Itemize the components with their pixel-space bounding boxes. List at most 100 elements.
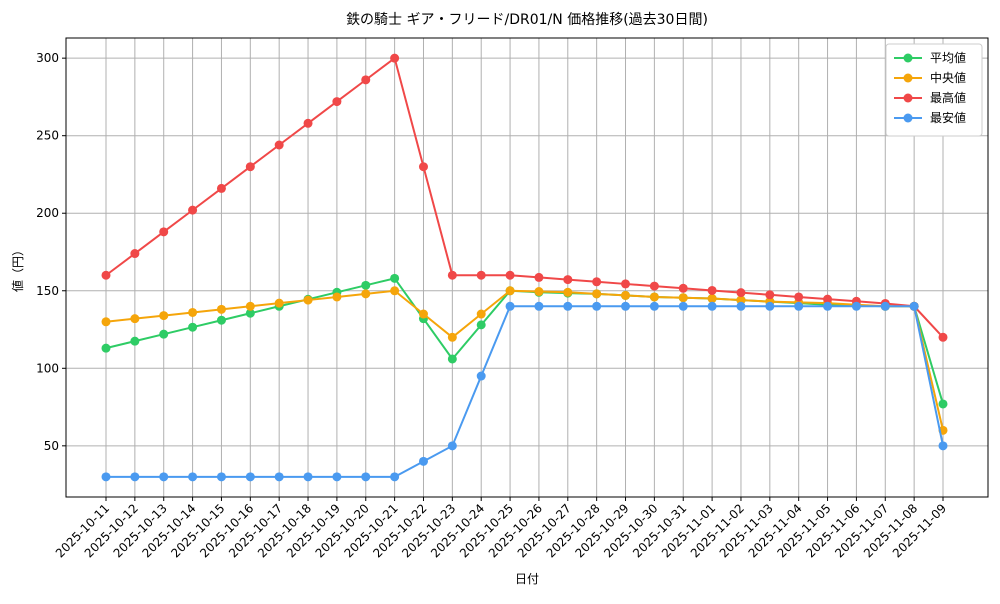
legend-marker xyxy=(903,73,913,83)
point xyxy=(130,249,140,259)
y-tick-label: 150 xyxy=(36,284,59,298)
point xyxy=(736,288,746,298)
point xyxy=(274,140,284,150)
point xyxy=(245,301,255,311)
point xyxy=(592,289,602,299)
point xyxy=(794,301,804,311)
y-tick-label: 100 xyxy=(36,361,59,375)
point xyxy=(707,301,717,311)
point xyxy=(476,309,486,319)
y-tick-label: 50 xyxy=(44,439,59,453)
point xyxy=(621,279,631,289)
point xyxy=(101,270,111,280)
point xyxy=(476,371,486,381)
point xyxy=(447,270,457,280)
point xyxy=(534,287,544,297)
point xyxy=(390,472,400,482)
point xyxy=(216,304,226,314)
point xyxy=(274,472,284,482)
point xyxy=(159,472,169,482)
point xyxy=(765,290,775,300)
point xyxy=(332,97,342,107)
point xyxy=(476,270,486,280)
point xyxy=(303,295,313,305)
point xyxy=(418,456,428,466)
point xyxy=(534,301,544,311)
point xyxy=(649,292,659,302)
legend-label: 最高値 xyxy=(930,90,966,105)
y-tick-label: 250 xyxy=(36,129,59,143)
legend-marker xyxy=(903,113,913,123)
point xyxy=(823,294,833,304)
point xyxy=(332,292,342,302)
point xyxy=(188,472,198,482)
point xyxy=(447,354,457,364)
point xyxy=(188,322,198,332)
point xyxy=(823,301,833,311)
point xyxy=(159,227,169,237)
legend-marker xyxy=(903,53,913,63)
point xyxy=(880,301,890,311)
point xyxy=(216,183,226,193)
point xyxy=(274,298,284,308)
point xyxy=(245,472,255,482)
point xyxy=(534,272,544,282)
point xyxy=(938,399,948,409)
point xyxy=(447,441,457,451)
point xyxy=(130,336,140,346)
point xyxy=(621,301,631,311)
point xyxy=(361,472,371,482)
point xyxy=(361,280,371,290)
point xyxy=(621,290,631,300)
point xyxy=(678,293,688,303)
point xyxy=(130,314,140,324)
point xyxy=(303,118,313,128)
point xyxy=(390,286,400,296)
y-tick-label: 300 xyxy=(36,51,59,65)
plot-frame xyxy=(65,37,989,498)
point xyxy=(188,205,198,215)
point xyxy=(851,301,861,311)
point xyxy=(649,281,659,291)
point xyxy=(418,162,428,172)
chart-title: 鉄の騎士 ギア・フリード/DR01/N 価格推移(過去30日間) xyxy=(346,12,708,28)
point xyxy=(563,301,573,311)
point xyxy=(476,320,486,330)
point xyxy=(159,329,169,339)
point xyxy=(101,343,111,353)
series-line xyxy=(105,56,944,338)
point xyxy=(216,315,226,325)
point xyxy=(592,301,602,311)
point xyxy=(361,289,371,299)
point xyxy=(938,332,948,342)
point xyxy=(707,285,717,295)
point xyxy=(418,309,428,319)
series-line xyxy=(106,305,944,478)
point xyxy=(649,301,659,311)
point xyxy=(159,311,169,321)
point xyxy=(245,308,255,318)
point xyxy=(505,286,515,296)
legend-label: 中央値 xyxy=(930,70,966,85)
point xyxy=(563,275,573,285)
point xyxy=(390,273,400,283)
point xyxy=(794,292,804,302)
point xyxy=(188,307,198,317)
point xyxy=(216,472,226,482)
point xyxy=(101,317,111,327)
legend-marker xyxy=(903,93,913,103)
point xyxy=(707,294,717,304)
point xyxy=(303,472,313,482)
point xyxy=(592,277,602,287)
point xyxy=(505,270,515,280)
y-axis-label: 値（円） xyxy=(10,244,25,292)
point xyxy=(361,75,371,85)
point xyxy=(563,287,573,297)
point xyxy=(765,301,775,311)
point xyxy=(245,162,255,172)
point xyxy=(130,472,140,482)
point xyxy=(736,301,746,311)
point xyxy=(909,301,919,311)
series-line xyxy=(105,289,944,431)
